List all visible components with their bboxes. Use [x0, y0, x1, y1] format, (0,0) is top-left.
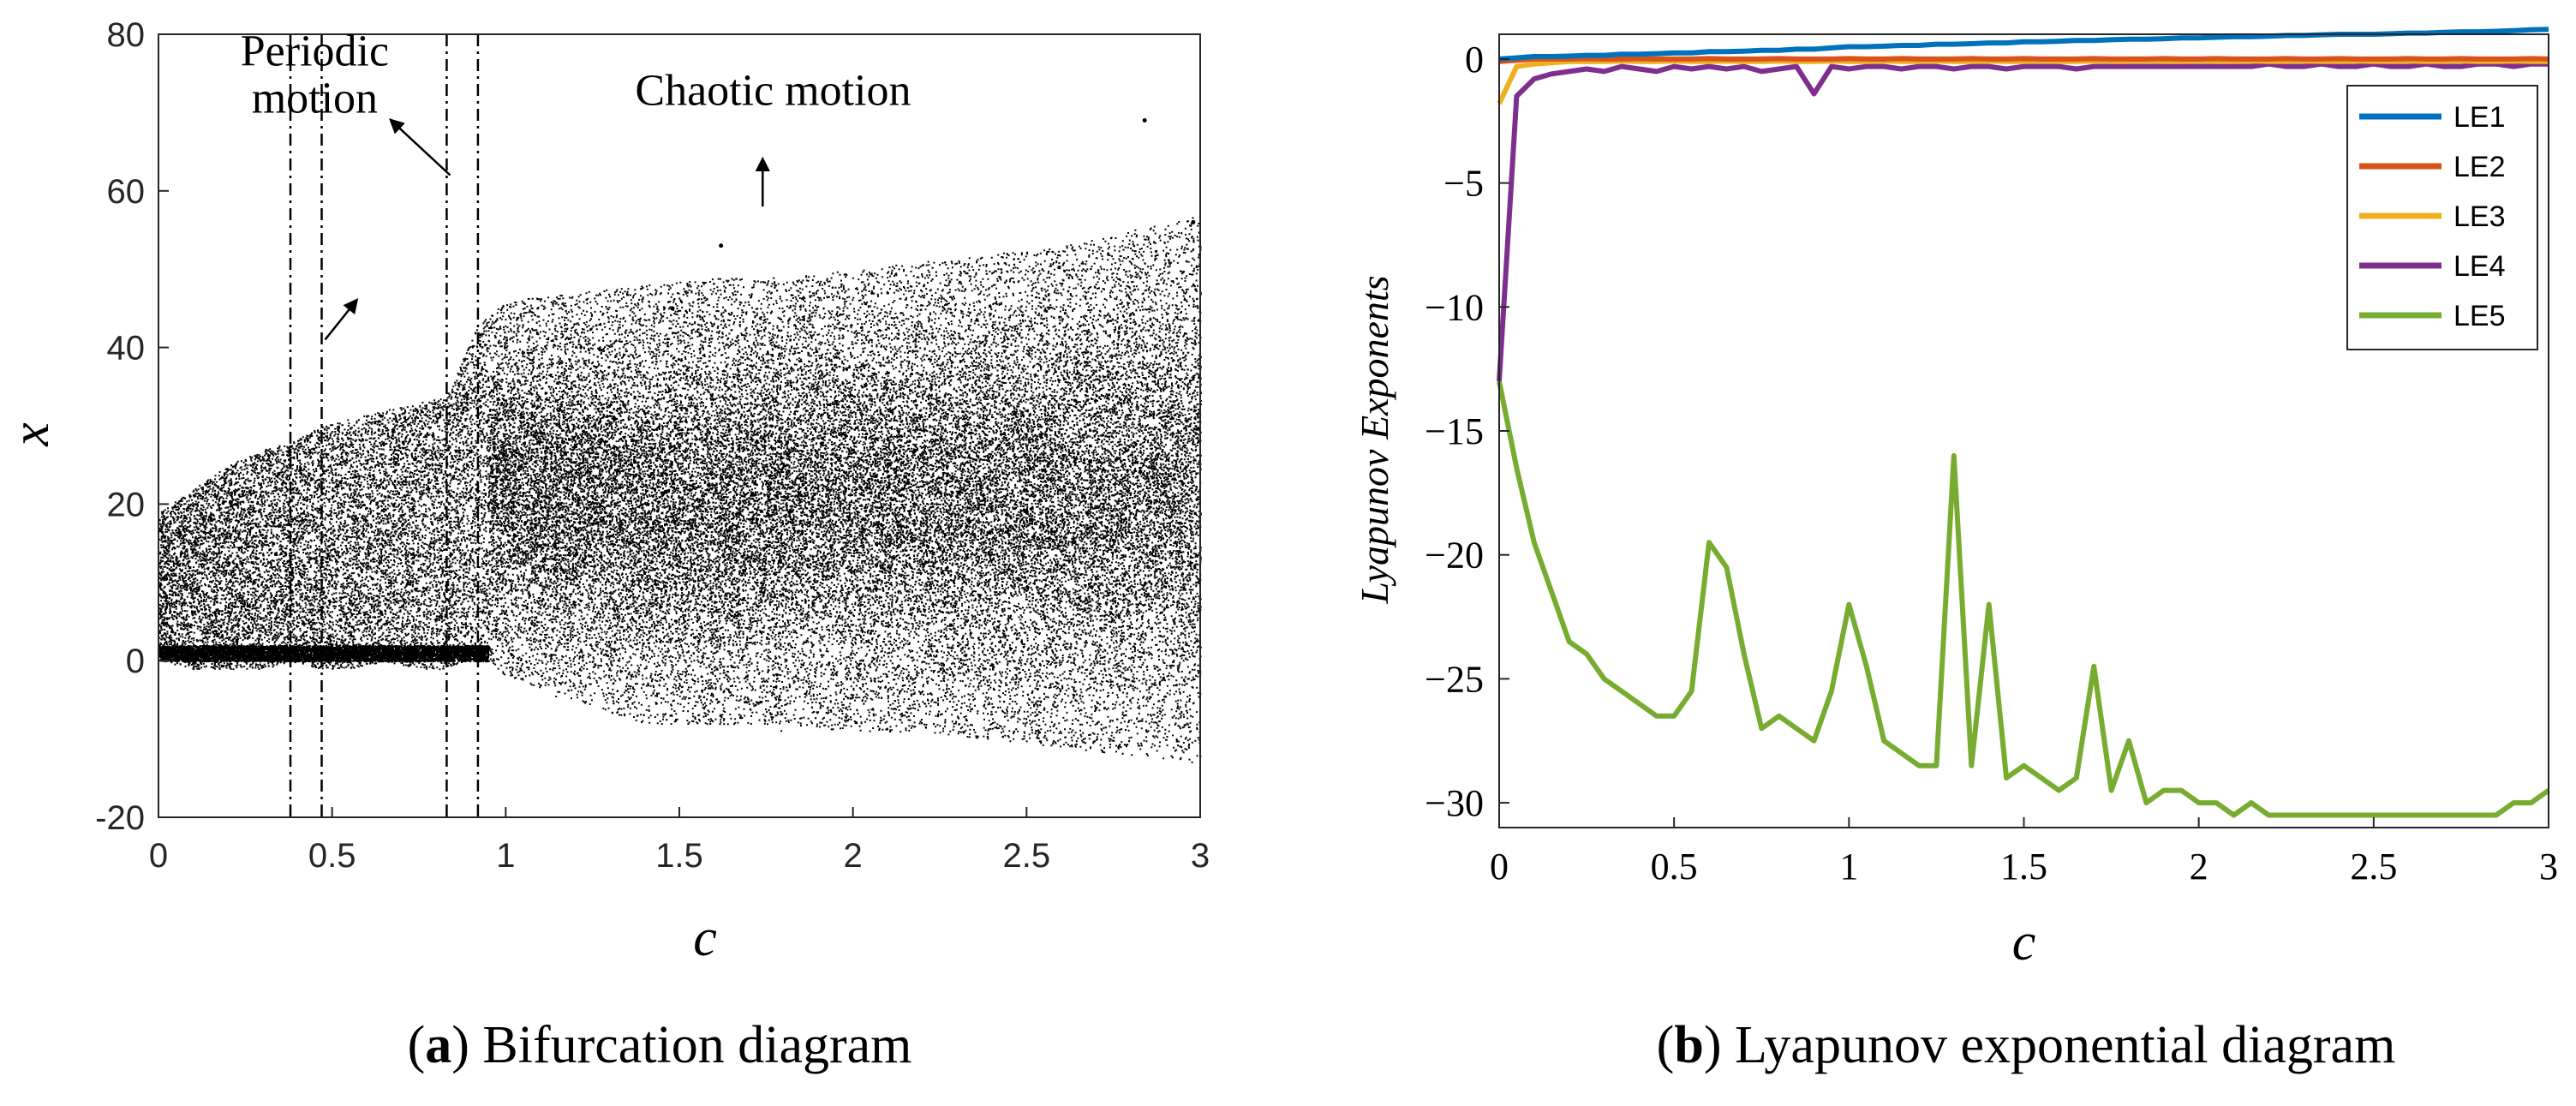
a-annotation-arrows — [324, 118, 771, 341]
a-caption: (a) Bifurcation diagram — [408, 1016, 912, 1074]
a-x-tick-label: 1.5 — [655, 837, 703, 875]
panel-b-lyapunov: 0 0.5 1 1.5 2 2.5 3 0 −5 −10 −15 −20 −25 −30 Lyapuno… — [1353, 27, 2558, 1074]
b-y-tick-label: −25 — [1425, 658, 1484, 700]
b-y-ticks: 0 −5 −10 −15 −20 −25 −30 — [1425, 39, 1509, 824]
b-series-line-le5 — [1497, 380, 2550, 818]
b-legend-label: LE5 — [2453, 300, 2506, 332]
a-y-axis-label: x — [2, 422, 60, 447]
b-legend-label: LE2 — [2453, 151, 2506, 183]
b-x-tick-label: 2 — [2190, 846, 2208, 888]
a-annotation-text: Periodic — [241, 27, 389, 76]
b-caption: (b) Lyapunov exponential diagram — [1657, 1016, 2396, 1074]
a-x-axis-label: c — [693, 909, 717, 967]
a-annotation-text: motion — [252, 74, 378, 123]
a-x-ticks: 0 0.5 1 1.5 2 2.5 3 — [149, 807, 1210, 875]
a-y-ticks: -20 0 20 40 60 80 — [95, 16, 169, 837]
b-y-tick-label: 0 — [1465, 39, 1484, 81]
a-x-tick-label: 1 — [496, 837, 515, 875]
a-y-tick-label: 20 — [107, 486, 146, 523]
a-outlier-point — [670, 306, 675, 311]
b-y-axis-label: Lyapunov Exponents — [1353, 275, 1396, 604]
b-y-tick-label: −10 — [1425, 286, 1484, 328]
b-legend-label: LE4 — [2453, 250, 2506, 283]
b-y-tick-label: −15 — [1425, 410, 1484, 452]
a-annotation-text: Chaotic motion — [635, 66, 911, 115]
b-y-tick-label: −5 — [1443, 163, 1484, 205]
a-outlier-point — [1191, 219, 1196, 224]
a-caption-text: Bifurcation diagram — [482, 1016, 911, 1074]
a-x-tick-label: 2 — [844, 837, 863, 875]
b-x-ticks: 0 0.5 1 1.5 2 2.5 3 — [1490, 817, 2558, 888]
b-panel-label: b — [1674, 1016, 1703, 1074]
b-x-tick-label: 1.5 — [2000, 846, 2047, 888]
a-y-tick-label: 60 — [107, 173, 146, 211]
a-y-tick-label: 80 — [107, 16, 146, 54]
a-regime-boundaries — [289, 34, 480, 817]
a-y-tick-label: 40 — [107, 330, 146, 368]
a-scatter-cloud — [158, 217, 1203, 763]
a-x-tick-label: 2.5 — [1003, 837, 1051, 875]
b-caption-text: Lyapunov exponential diagram — [1735, 1016, 2395, 1074]
a-annotation-arrow — [389, 118, 451, 176]
b-legend-label: LE3 — [2453, 200, 2506, 233]
a-x-tick-label: 0.5 — [308, 837, 356, 875]
b-series-lines — [1497, 27, 2550, 818]
b-y-tick-label: −30 — [1425, 782, 1484, 824]
a-annotation-arrow — [324, 298, 359, 341]
b-y-tick-label: −20 — [1425, 535, 1484, 577]
a-scatter-points — [158, 118, 1203, 763]
b-x-tick-label: 3 — [2539, 846, 2558, 888]
b-x-tick-label: 2.5 — [2350, 846, 2397, 888]
a-panel-label: a — [425, 1016, 451, 1074]
b-legend-label: LE1 — [2453, 101, 2506, 134]
a-x-tick-label: 3 — [1191, 837, 1210, 875]
b-x-axis-label: c — [2012, 913, 2036, 971]
b-x-tick-label: 0.5 — [1651, 846, 1698, 888]
b-legend: LE1 LE2 LE3 LE4 LE5 — [2346, 85, 2538, 350]
a-outlier-point — [719, 243, 724, 248]
a-outlier-point — [1142, 118, 1147, 123]
a-y-tick-label: 0 — [126, 643, 145, 680]
b-x-tick-label: 1 — [1839, 846, 1858, 888]
a-x-tick-label: 0 — [149, 837, 168, 875]
b-series-line-le2 — [1498, 56, 2549, 64]
b-x-tick-label: 0 — [1490, 846, 1509, 888]
a-y-tick-label: -20 — [95, 799, 145, 837]
